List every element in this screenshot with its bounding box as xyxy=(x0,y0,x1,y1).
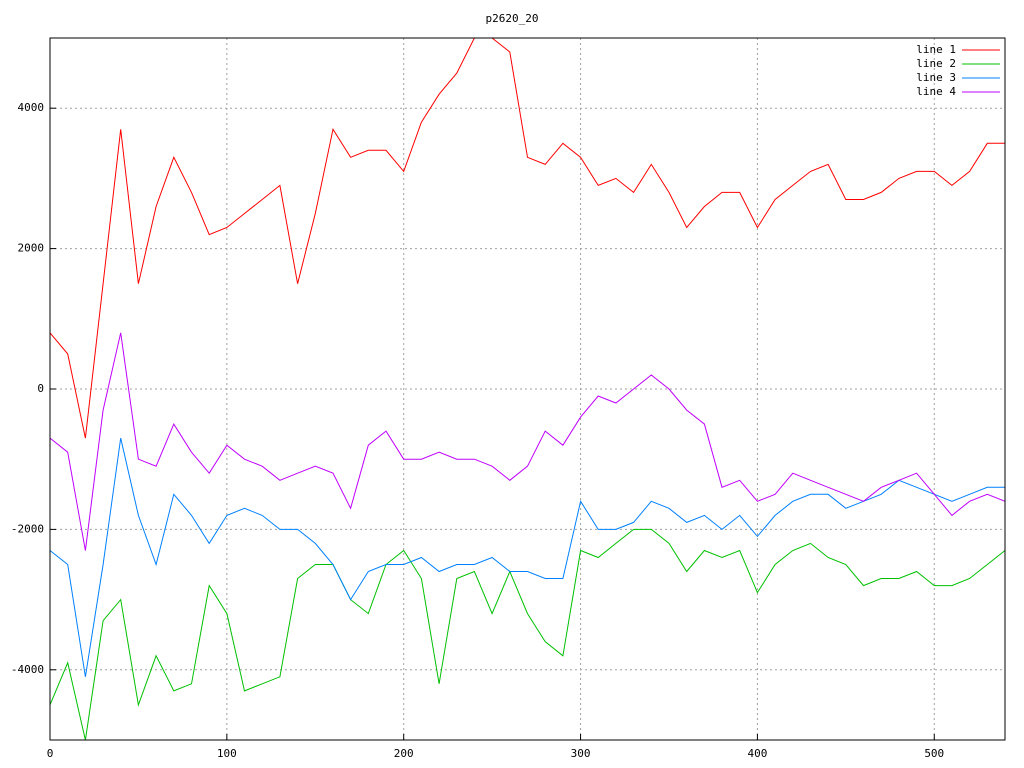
x-tick-label: 500 xyxy=(924,747,944,760)
x-tick-label: 400 xyxy=(747,747,767,760)
legend-label: line 4 xyxy=(916,85,956,98)
plot-border xyxy=(49,37,1006,741)
y-tick-label: -4000 xyxy=(11,663,44,676)
x-tick-label: 0 xyxy=(47,747,54,760)
y-tick-label: 0 xyxy=(37,382,44,395)
y-tick-label: -2000 xyxy=(11,522,44,535)
x-tick-label: 200 xyxy=(394,747,414,760)
y-tick-label: 2000 xyxy=(18,242,45,255)
data-line xyxy=(50,437,1005,677)
data-line xyxy=(50,38,1005,439)
legend-label: line 2 xyxy=(916,57,956,70)
x-tick-label: 300 xyxy=(571,747,591,760)
data-line xyxy=(50,528,1005,740)
x-tick-label: 100 xyxy=(217,747,237,760)
legend-label: line 3 xyxy=(916,71,956,84)
data-line xyxy=(50,332,1005,551)
y-tick-label: 4000 xyxy=(18,101,45,114)
legend-label: line 1 xyxy=(916,43,956,56)
chart-title: p2620_20 xyxy=(486,12,539,25)
